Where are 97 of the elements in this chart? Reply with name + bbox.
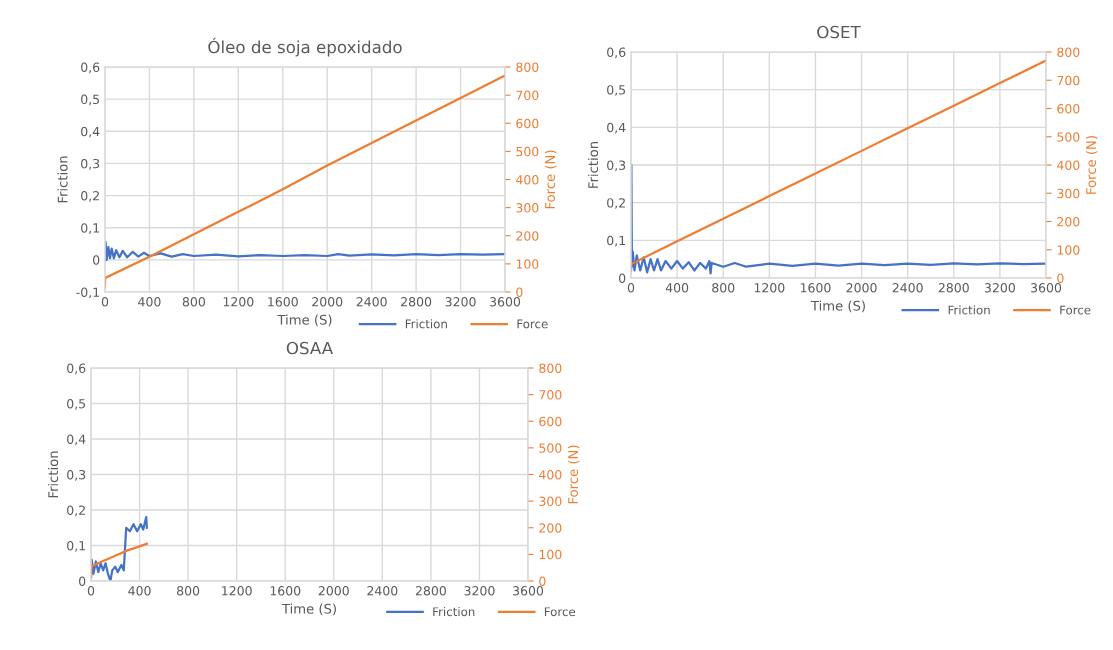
y2-tick-label: 200: [516, 231, 539, 241]
y2-tick-label: 300: [539, 496, 562, 507]
y2-tick-label: 300: [1057, 188, 1080, 199]
y-tick-label: 0,3: [607, 160, 626, 172]
legend-label: Friction: [433, 607, 475, 617]
x-tick-label: 2400: [367, 586, 398, 596]
x-tick-label: 0: [101, 297, 109, 307]
y-tick-label: 0,5: [81, 94, 100, 106]
x-tick-label: 3200: [464, 586, 495, 596]
y2-axis-title: Force (N): [567, 445, 580, 504]
legend-label: Force: [517, 319, 548, 329]
y2-tick-label: 500: [516, 146, 539, 157]
y-tick-label: 0,6: [67, 363, 86, 375]
x-tick-label: 1600: [268, 297, 298, 307]
y-axis-title: Friction: [47, 451, 59, 498]
y2-tick-label: 500: [1057, 132, 1080, 142]
x-tick-label: 0: [627, 283, 635, 293]
y2-tick-label: 800: [1057, 47, 1080, 57]
x-axis-title: Time (S): [810, 300, 865, 313]
y2-tick-label: 600: [539, 416, 562, 427]
y2-tick-label: 200: [539, 523, 562, 533]
y2-tick-label: 300: [516, 203, 539, 213]
y2-tick-label: 600: [516, 118, 539, 129]
x-tick-label: 2000: [846, 283, 877, 293]
x-tick-label: 1200: [754, 283, 785, 293]
y2-tick-label: 400: [539, 469, 562, 480]
y2-tick-label: 100: [539, 549, 562, 560]
y-axis-title: Friction: [57, 156, 68, 203]
y-tick-label: 0,2: [67, 505, 85, 517]
y-tick-label: 0: [79, 576, 86, 586]
y-tick-label: 0,4: [81, 126, 100, 138]
y2-axis-title: Force (N): [544, 150, 557, 209]
x-tick-label: 3600: [490, 297, 521, 307]
y2-axis-title: Force (N): [1085, 136, 1098, 194]
y-tick-label: 0,6: [81, 62, 100, 74]
y2-tick-label: 600: [1057, 103, 1080, 114]
y2-tick-label: 100: [516, 259, 539, 269]
legend-label: Force: [544, 607, 576, 617]
x-tick-label: 800: [712, 283, 735, 293]
x-axis-title: Time (S): [281, 603, 336, 616]
y-tick-label: 0,5: [67, 398, 86, 410]
x-tick-label: 2400: [356, 297, 387, 307]
x-tick-label: 400: [128, 586, 151, 596]
y-tick-label: 0,4: [67, 434, 86, 446]
x-tick-label: 1600: [800, 283, 831, 293]
y-tick-label: 0,1: [67, 540, 85, 552]
y2-tick-label: 800: [516, 62, 539, 72]
legend-label: Friction: [405, 319, 447, 329]
x-tick-label: 400: [665, 283, 689, 293]
y-tick-label: 0,3: [81, 158, 100, 170]
y-tick-label: -0,1: [76, 287, 99, 299]
y2-tick-label: 200: [1057, 216, 1080, 227]
line-series: [91, 515, 148, 581]
legend-label: Friction: [948, 305, 990, 315]
y2-tick-label: 700: [1057, 75, 1080, 86]
y-tick-label: 0: [619, 273, 626, 283]
x-tick-label: 800: [182, 297, 205, 307]
x-tick-label: 3600: [1031, 283, 1062, 293]
x-tick-label: 400: [138, 297, 161, 307]
x-tick-label: 1200: [223, 297, 254, 307]
y-tick-label: 0,1: [81, 223, 99, 234]
y2-tick-label: 400: [516, 174, 539, 185]
x-tick-label: 1600: [270, 586, 301, 596]
x-tick-label: 2000: [312, 297, 343, 307]
y-tick-label: 0,6: [607, 47, 626, 59]
x-axis-title: Time (S): [277, 314, 332, 327]
y-tick-label: 0,2: [81, 191, 99, 202]
y-tick-label: 0,3: [67, 469, 86, 481]
y-tick-label: 0,4: [607, 122, 626, 134]
x-tick-label: 2400: [892, 283, 923, 293]
y2-tick-label: 700: [539, 390, 562, 400]
x-tick-label: 3200: [445, 297, 476, 307]
chart-title: OSET: [817, 25, 861, 39]
x-tick-label: 3600: [513, 586, 544, 596]
y2-tick-label: 0: [1057, 273, 1064, 283]
x-tick-label: 2000: [318, 586, 349, 596]
x-tick-label: 3200: [984, 283, 1015, 293]
y-tick-label: 0: [93, 255, 100, 265]
chart-title: Óleo de soja epoxidado: [208, 37, 402, 57]
y2-tick-label: 0: [539, 576, 546, 586]
chart-title: OSAA: [286, 341, 333, 355]
y-tick-label: 0,5: [607, 85, 626, 96]
x-tick-label: 2800: [401, 297, 432, 307]
y2-tick-label: 400: [1057, 160, 1080, 170]
y2-tick-label: 100: [1057, 245, 1080, 255]
y-tick-label: 0,2: [607, 198, 625, 209]
x-tick-label: 2800: [415, 586, 446, 596]
y-axis-title: Friction: [587, 141, 599, 188]
x-tick-label: 2800: [938, 283, 969, 293]
line-series: [105, 241, 505, 261]
y2-tick-label: 700: [516, 90, 539, 101]
y2-tick-label: 800: [539, 363, 562, 373]
y2-tick-label: 500: [539, 443, 562, 453]
legend-label: Force: [1060, 305, 1091, 315]
x-tick-label: 1200: [222, 586, 252, 596]
x-tick-label: 800: [177, 586, 200, 596]
y-tick-label: 0,1: [607, 235, 625, 247]
